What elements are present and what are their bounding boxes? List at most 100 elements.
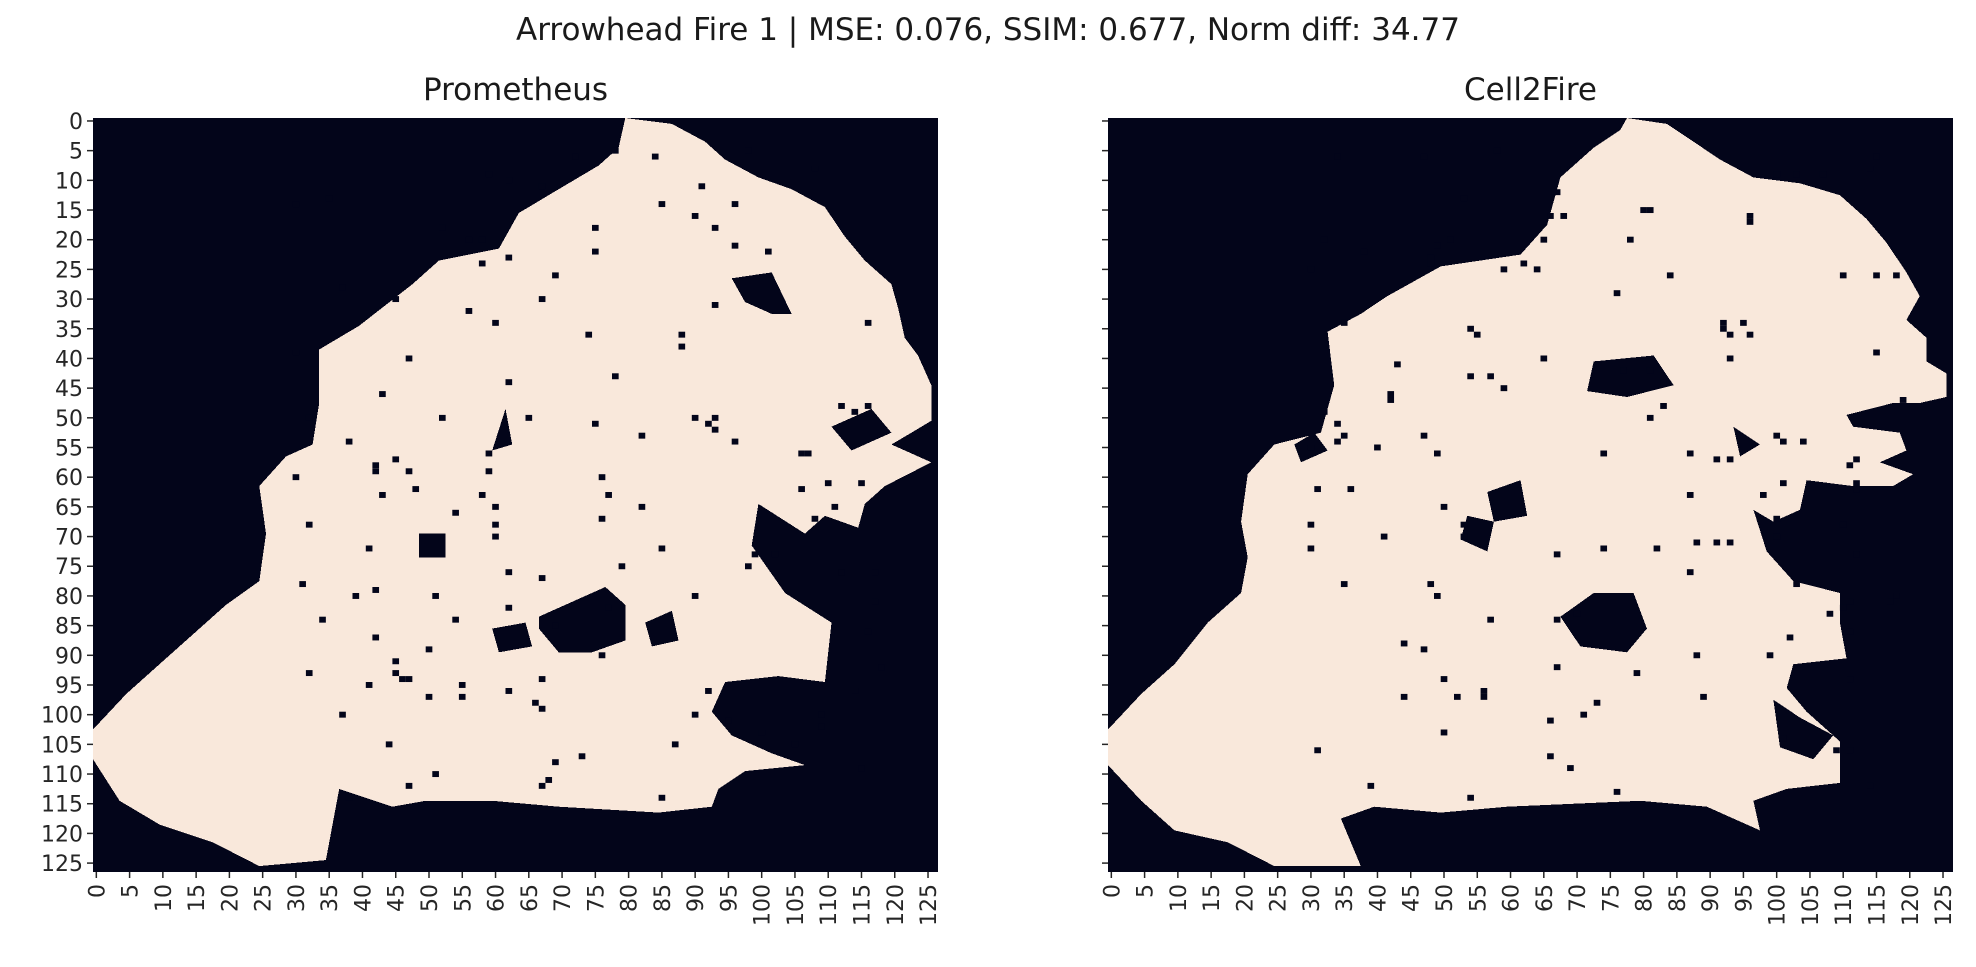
cell2fire-unburned-cell xyxy=(1454,693,1461,700)
prometheus-unburned-cell xyxy=(532,699,539,706)
cell2fire-unburned-cell xyxy=(1334,153,1341,160)
prometheus-unburned-cell xyxy=(678,331,686,338)
prometheus-unburned-cell xyxy=(485,468,493,475)
cell2fire-unburned-cell xyxy=(1786,634,1794,641)
prometheus-unburned-cell xyxy=(798,486,805,493)
prometheus-x-tick-label: 90 xyxy=(684,884,709,912)
cell2fire-unburned-cell xyxy=(1766,652,1774,659)
prometheus-x-tick-label: 85 xyxy=(651,884,676,912)
prometheus-unburned-cell xyxy=(392,658,400,665)
prometheus-unburned-cell xyxy=(299,581,306,588)
cell2fire-unburned-cell xyxy=(1886,598,1894,605)
prometheus-panel-title: Prometheus xyxy=(422,72,609,108)
prometheus-unburned-cell xyxy=(691,213,699,219)
cell2fire-unburned-cell xyxy=(1500,385,1508,392)
cell2fire-unburned-cell xyxy=(1873,272,1880,279)
prometheus-unburned-cell xyxy=(818,723,825,730)
cell2fire-unburned-cell xyxy=(1434,242,1441,249)
cell2fire-unburned-cell xyxy=(1387,391,1395,398)
prometheus-unburned-cell xyxy=(405,676,413,683)
prometheus-unburned-cell xyxy=(392,296,400,303)
prometheus-x-tick-label: 120 xyxy=(884,884,909,926)
prometheus-x-tick-label: 10 xyxy=(152,884,177,912)
cell2fire-unburned-cell xyxy=(1420,646,1428,653)
cell2fire-unburned-cell xyxy=(1434,593,1441,599)
prometheus-unburned-cell xyxy=(618,563,626,570)
prometheus-unburned-cell xyxy=(432,593,439,599)
prometheus-unburned-cell xyxy=(485,450,493,457)
cell2fire-unburned-cell xyxy=(1427,260,1435,267)
prometheus-unburned-cell xyxy=(492,533,499,540)
cell2fire-x-tick-label: 10 xyxy=(1167,884,1192,912)
prometheus-unburned-cell xyxy=(538,705,546,712)
cell2fire-unburned-cell xyxy=(1460,521,1468,528)
cell2fire-unburned-cell xyxy=(1540,236,1548,243)
prometheus-unburned-cell xyxy=(592,248,599,255)
cell2fire-unburned-cell xyxy=(1720,325,1727,332)
cell2fire-unburned-cell xyxy=(1460,195,1468,202)
prometheus-unburned-cell xyxy=(638,432,646,439)
prometheus-x-tick-label: 80 xyxy=(618,884,643,912)
cell2fire-unburned-cell xyxy=(1846,462,1854,469)
prometheus-unburned-cell xyxy=(864,403,872,409)
cell2fire-unburned-cell xyxy=(1846,598,1854,605)
prometheus-unburned-cell xyxy=(385,741,393,748)
prometheus-unburned-cell xyxy=(731,438,739,445)
prometheus-unburned-cell xyxy=(412,486,420,493)
cell2fire-unburned-cell xyxy=(1746,218,1754,225)
prometheus-unburned-cell xyxy=(439,224,446,231)
prometheus-unburned-cell xyxy=(485,171,493,178)
cell2fire-unburned-cell xyxy=(1447,236,1454,243)
prometheus-unburned-cell xyxy=(791,741,799,748)
prometheus-x-tick-label: 70 xyxy=(551,884,576,912)
prometheus-y-tick-label: 95 xyxy=(55,674,83,699)
cell2fire-unburned-cell xyxy=(1773,515,1781,522)
cell2fire-unburned-cell xyxy=(1334,420,1341,427)
prometheus-unburned-cell xyxy=(838,569,845,576)
cell2fire-unburned-cell xyxy=(1873,349,1880,356)
cell2fire-unburned-cell xyxy=(1846,747,1854,754)
prometheus-y-tick-label: 20 xyxy=(55,229,83,254)
prometheus-unburned-cell xyxy=(339,284,346,291)
cell2fire-unburned-cell xyxy=(1819,171,1827,178)
cell2fire-unburned-cell xyxy=(1780,438,1787,445)
prometheus-unburned-cell xyxy=(572,153,579,160)
prometheus-unburned-cell xyxy=(858,480,865,487)
prometheus-unburned-cell xyxy=(552,622,559,629)
cell2fire-unburned-cell xyxy=(1646,367,1654,374)
cell2fire-x-tick-label: 95 xyxy=(1732,884,1757,912)
cell2fire-unburned-cell xyxy=(1487,616,1494,623)
prometheus-unburned-cell xyxy=(598,474,606,481)
prometheus-unburned-cell xyxy=(478,260,486,267)
prometheus-y-tick-label: 50 xyxy=(55,407,83,432)
cell2fire-x-tick-label: 5 xyxy=(1134,884,1159,898)
prometheus-y-tick-label: 45 xyxy=(55,377,83,402)
cell2fire-unburned-cell xyxy=(1600,450,1608,457)
prometheus-unburned-patch xyxy=(538,587,626,653)
prometheus-unburned-cell xyxy=(492,319,499,326)
cell2fire-unburned-cell xyxy=(1307,521,1315,528)
cell2fire-unburned-cell xyxy=(1560,165,1568,172)
prometheus-unburned-cell xyxy=(372,634,380,641)
prometheus-y-tick-label: 90 xyxy=(55,644,83,669)
prometheus-unburned-cell xyxy=(731,242,739,249)
cell2fire-unburned-cell xyxy=(1773,432,1781,439)
prometheus-unburned-cell xyxy=(425,646,433,653)
cell2fire-unburned-cell xyxy=(1726,331,1734,338)
prometheus-y-tick-label: 0 xyxy=(69,110,83,135)
cell2fire-unburned-cell xyxy=(1367,782,1375,789)
cell2fire-unburned-cell xyxy=(1547,213,1554,219)
cell2fire-unburned-cell xyxy=(1520,260,1528,267)
prometheus-unburned-cell xyxy=(638,503,646,510)
cell2fire-unburned-cell xyxy=(1580,711,1588,718)
cell2fire-unburned-cell xyxy=(1620,367,1627,374)
cell2fire-unburned-cell xyxy=(1487,373,1494,380)
prometheus-unburned-cell xyxy=(578,753,586,760)
prometheus-y-tick-label: 55 xyxy=(55,437,83,462)
prometheus-unburned-cell xyxy=(379,492,386,498)
cell2fire-unburned-cell xyxy=(1780,735,1787,742)
cell2fire-unburned-cell xyxy=(1553,616,1561,623)
prometheus-unburned-cell xyxy=(612,147,619,154)
cell2fire-unburned-cell xyxy=(1480,693,1488,700)
cell2fire-unburned-cell xyxy=(1686,450,1694,457)
